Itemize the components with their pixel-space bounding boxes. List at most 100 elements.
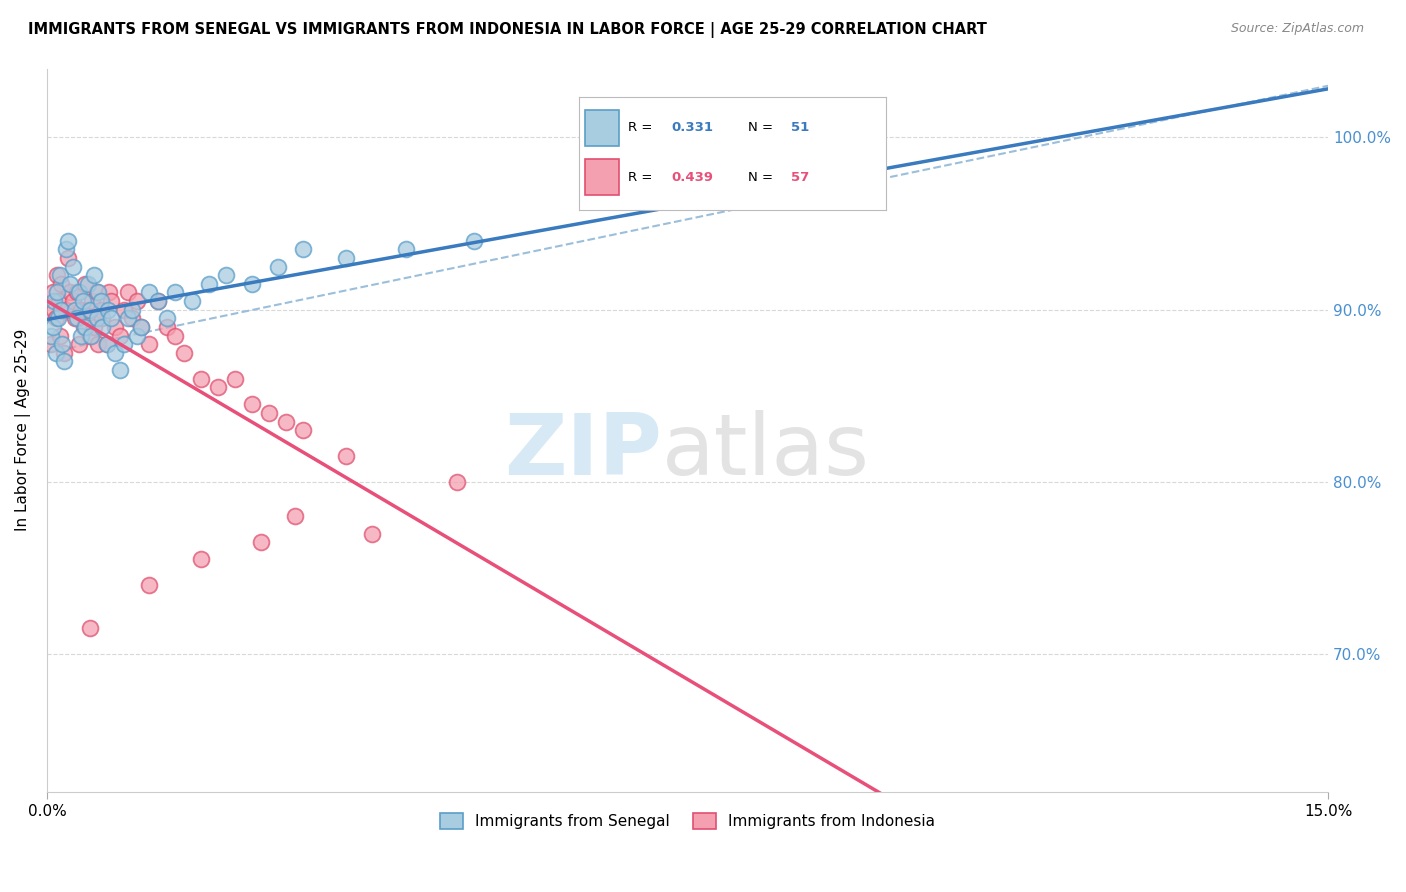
Y-axis label: In Labor Force | Age 25-29: In Labor Force | Age 25-29 [15,329,31,532]
Point [53,345,76,359]
Point [96,337,118,351]
Point [58,234,80,248]
Point [240,277,263,291]
Point [215,268,238,283]
Point [165,285,187,300]
Point [96,337,118,351]
Point [181,294,204,309]
Point [129,319,152,334]
Point [59,277,82,291]
Point [117,311,139,326]
Point [51,337,73,351]
Point [87,337,110,351]
Point [42,319,65,334]
Point [146,294,169,309]
Point [46,268,69,283]
Point [53,354,76,368]
Point [48,294,70,309]
Point [121,302,143,317]
Point [146,294,169,309]
Point [335,449,357,463]
Point [90,302,112,317]
Text: atlas: atlas [662,410,870,493]
Point [138,578,160,592]
Point [121,311,143,326]
Point [117,285,139,300]
Point [100,311,122,326]
Point [190,371,212,385]
Point [155,319,177,334]
Point [360,526,382,541]
Point [83,268,105,283]
Point [91,319,114,334]
Point [97,302,120,317]
Point [42,294,65,309]
Point [108,363,131,377]
Point [86,311,108,326]
Point [67,337,90,351]
Point [79,621,101,635]
Point [49,328,72,343]
Point [104,345,127,359]
Point [44,311,66,326]
Point [77,277,100,291]
Point [138,285,160,300]
Point [46,285,69,300]
Point [395,243,418,257]
Point [79,302,101,317]
Point [70,302,93,317]
Point [63,302,86,317]
Legend: Immigrants from Senegal, Immigrants from Indonesia: Immigrants from Senegal, Immigrants from… [434,806,941,835]
Point [335,251,357,265]
Point [83,319,105,334]
Point [257,406,280,420]
Point [98,285,121,300]
Text: ZIP: ZIP [505,410,662,493]
Point [284,509,307,524]
Point [46,311,69,326]
Point [104,319,127,334]
Point [42,302,65,317]
Point [198,277,221,291]
Point [82,294,104,309]
Point [55,243,77,257]
Point [190,552,212,566]
Point [80,328,103,343]
Point [125,294,148,309]
Text: Source: ZipAtlas.com: Source: ZipAtlas.com [1230,22,1364,36]
Point [165,328,187,343]
Point [90,294,112,309]
Point [73,319,96,334]
Point [39,328,62,343]
Point [72,294,94,309]
Point [55,302,77,317]
Point [125,328,148,343]
Point [249,535,271,549]
Point [51,302,73,317]
Point [446,475,468,489]
Point [86,285,108,300]
Point [49,268,72,283]
Point [207,380,229,394]
Point [66,311,89,326]
Point [240,397,263,411]
Point [292,243,315,257]
Point [292,423,315,437]
Point [77,302,100,317]
Point [51,277,73,291]
Point [58,251,80,265]
Point [62,260,84,274]
Point [44,345,66,359]
Point [108,328,131,343]
Point [63,311,86,326]
Point [42,285,65,300]
Point [224,371,246,385]
Point [91,311,114,326]
Point [266,260,288,274]
Point [129,319,152,334]
Point [75,319,97,334]
Point [66,285,89,300]
Point [62,294,84,309]
Point [155,311,177,326]
Point [87,285,110,300]
